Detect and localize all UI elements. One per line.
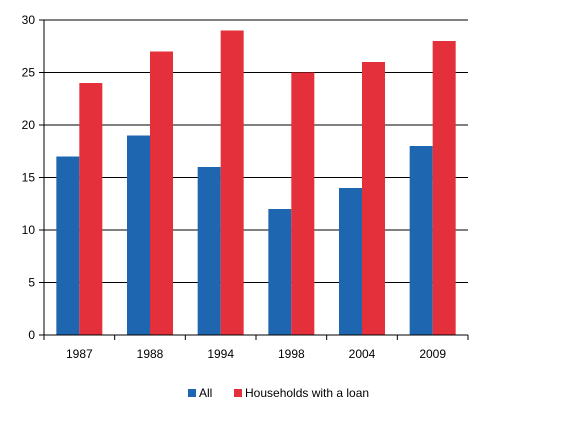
- x-tick-label: 1988: [137, 347, 164, 361]
- legend-swatch: [188, 389, 196, 397]
- legend-label: All: [199, 386, 212, 400]
- bar-all: [339, 188, 362, 335]
- bar-all: [197, 167, 221, 335]
- legend-swatch: [234, 389, 242, 397]
- y-tick-label: 15: [22, 171, 36, 185]
- bar-all: [127, 135, 150, 335]
- bar-households-with-loan: [432, 41, 456, 335]
- bar-all: [56, 156, 80, 335]
- legend: All Households with a loan: [188, 386, 369, 400]
- gridlines: [44, 19, 468, 283]
- bars: [56, 30, 456, 335]
- bar-households-with-loan: [79, 83, 103, 335]
- x-tick-label: 2004: [349, 347, 376, 361]
- y-tick-label: 10: [22, 223, 36, 237]
- y-tick-label: 0: [28, 328, 35, 342]
- axes: 0 5 10 15 20 25 30 1987 1988 1994 1998 2004 2009: [22, 13, 469, 361]
- bar-households-with-loan: [150, 51, 173, 335]
- y-tick-label: 30: [22, 13, 36, 27]
- bar-all: [409, 146, 433, 335]
- bar-households-with-loan: [362, 62, 385, 335]
- bar-all: [268, 209, 292, 335]
- x-tick-label: 1998: [278, 347, 305, 361]
- x-tick-label: 1987: [66, 347, 93, 361]
- y-tick-label: 5: [28, 276, 35, 290]
- bar-households-with-loan: [220, 30, 244, 335]
- legend-label: Households with a loan: [245, 386, 369, 400]
- x-tick-label: 1994: [207, 347, 234, 361]
- y-tick-label: 25: [22, 66, 36, 80]
- x-tick-label: 2009: [419, 347, 446, 361]
- bar-households-with-loan: [291, 72, 315, 335]
- y-tick-label: 20: [22, 118, 36, 132]
